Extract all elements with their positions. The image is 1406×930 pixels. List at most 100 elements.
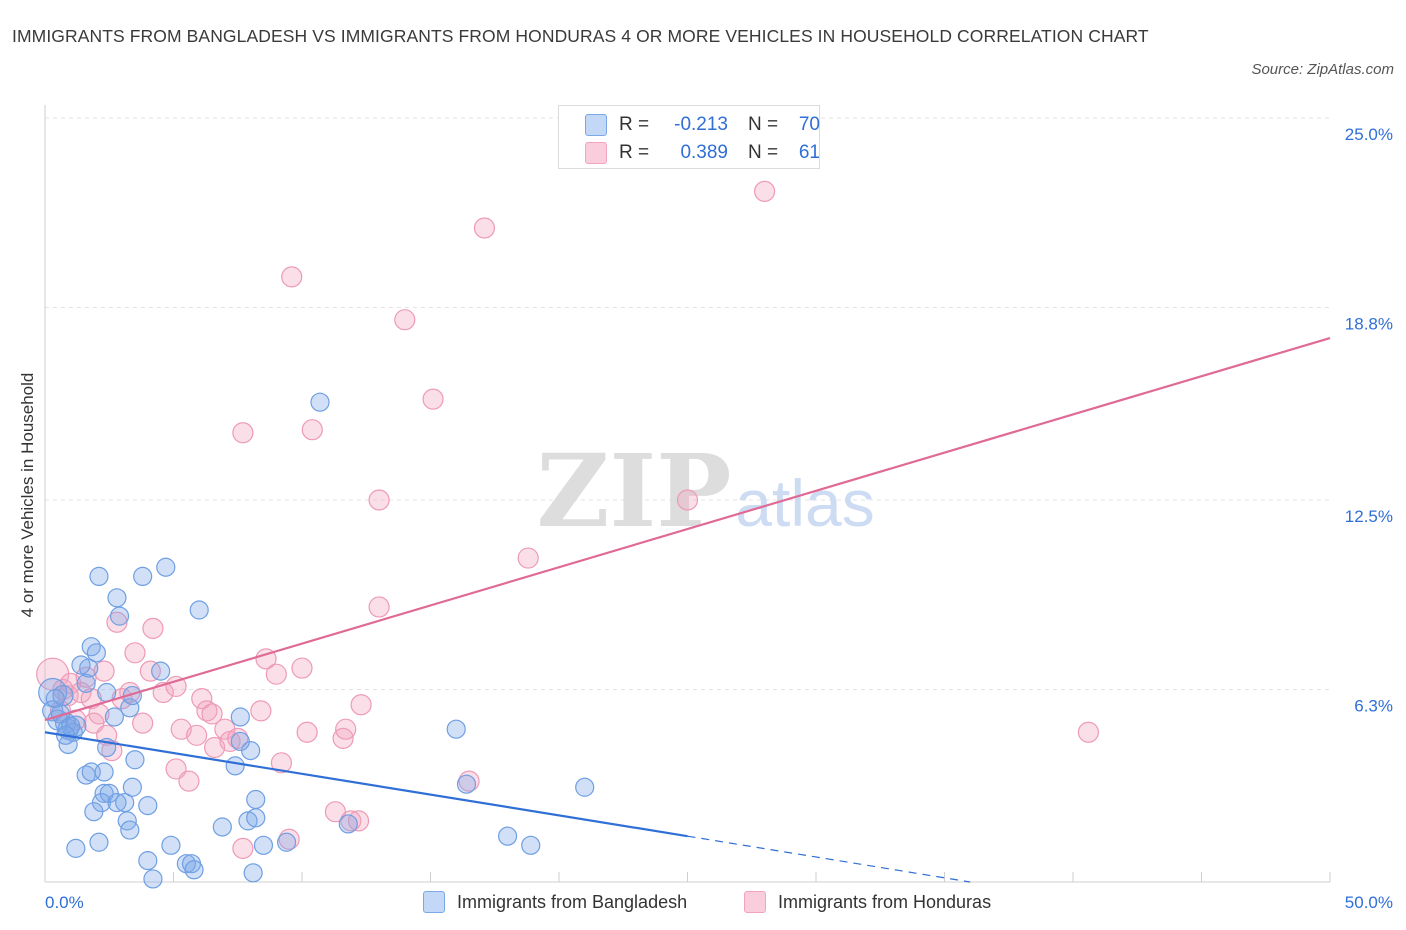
trend-line-bangladesh-extension xyxy=(687,835,971,883)
bottom-legend-swatch-honduras xyxy=(744,891,766,913)
bangladesh-point xyxy=(84,802,104,822)
bangladesh-point xyxy=(253,835,274,855)
bangladesh-point xyxy=(138,851,158,871)
series-bangladesh-points xyxy=(38,392,595,889)
honduras-point xyxy=(232,837,254,859)
grid-lines xyxy=(45,117,1330,690)
honduras-point xyxy=(291,657,313,679)
honduras-point xyxy=(152,681,174,704)
bottom-legend-bangladesh: Immigrants from Bangladesh xyxy=(423,890,687,914)
honduras-point xyxy=(124,642,146,664)
honduras-point xyxy=(227,727,249,749)
x-tick-label-max: 50.0% xyxy=(1345,893,1393,912)
watermark: ZIP atlas xyxy=(537,432,875,550)
bangladesh-point xyxy=(184,860,204,880)
honduras-point xyxy=(473,217,496,239)
bangladesh-point xyxy=(498,826,518,846)
bangladesh-point xyxy=(246,789,266,810)
honduras-point xyxy=(394,309,416,331)
bangladesh-point xyxy=(120,698,140,718)
bangladesh-point xyxy=(230,731,250,752)
honduras-point xyxy=(201,703,223,725)
y-tick-label: 25.0% xyxy=(1345,125,1393,144)
bottom-legend-label-honduras: Immigrants from Honduras xyxy=(778,891,992,912)
honduras-point xyxy=(458,770,480,792)
honduras-point xyxy=(1077,721,1100,743)
watermark-atlas: atlas xyxy=(735,466,874,540)
bangladesh-point xyxy=(243,863,263,883)
legend-n-value-honduras: 61 xyxy=(798,142,820,163)
honduras-point xyxy=(186,724,208,746)
bangladesh-point xyxy=(109,606,130,626)
honduras-point xyxy=(296,721,318,743)
legend-r-label: R = xyxy=(619,114,650,135)
y-tick-label: 6.3% xyxy=(1354,696,1393,715)
bangladesh-point xyxy=(107,792,127,813)
bangladesh-point xyxy=(246,808,266,828)
honduras-point xyxy=(301,419,323,441)
bangladesh-point xyxy=(310,392,330,412)
tick-labels: 6.3% 12.5% 18.8% 25.0% 0.0% 50.0% xyxy=(45,125,1393,912)
bangladesh-point xyxy=(61,716,81,736)
legend-row-honduras: R = 0.389 N = 61 xyxy=(585,141,820,165)
honduras-point xyxy=(93,660,115,682)
bangladesh-point xyxy=(122,777,142,797)
honduras-point xyxy=(347,810,370,832)
honduras-point xyxy=(368,596,390,618)
bangladesh-point xyxy=(66,838,86,858)
bangladesh-point xyxy=(575,777,595,797)
bangladesh-point xyxy=(86,643,107,663)
honduras-point xyxy=(281,266,303,288)
bangladesh-point xyxy=(212,817,232,837)
honduras-point xyxy=(178,770,200,792)
legend-r-value-honduras: 0.389 xyxy=(680,142,728,163)
watermark-zip: ZIP xyxy=(537,432,732,550)
honduras-point xyxy=(139,660,161,682)
honduras-point xyxy=(340,810,362,832)
bangladesh-point xyxy=(456,774,477,794)
bangladesh-point xyxy=(151,661,171,681)
bottom-legend-honduras: Immigrants from Honduras xyxy=(744,890,991,914)
trend-line-bangladesh xyxy=(44,731,688,838)
bangladesh-point xyxy=(79,658,99,678)
bangladesh-point xyxy=(276,832,297,852)
honduras-point xyxy=(422,388,444,410)
legend-r-value-bangladesh: -0.213 xyxy=(674,114,728,135)
bangladesh-point xyxy=(156,557,176,577)
honduras-point xyxy=(132,712,154,734)
honduras-point xyxy=(265,663,287,685)
honduras-point xyxy=(278,828,300,850)
bottom-legend-swatch-bangladesh xyxy=(423,891,445,913)
honduras-point xyxy=(250,700,272,722)
bangladesh-point xyxy=(76,673,96,693)
y-tick-label: 12.5% xyxy=(1345,507,1393,526)
honduras-point xyxy=(232,422,254,444)
legend-row-bangladesh: R = -0.213 N = 70 xyxy=(585,113,820,137)
bangladesh-point xyxy=(230,707,250,727)
honduras-point xyxy=(350,694,372,716)
honduras-point xyxy=(335,718,357,740)
bangladesh-point xyxy=(176,854,196,874)
honduras-point xyxy=(80,688,102,710)
bottom-legend-label-bangladesh: Immigrants from Bangladesh xyxy=(457,891,688,912)
legend-r-label: R = xyxy=(619,142,650,163)
bangladesh-point xyxy=(120,820,140,840)
bangladesh-point xyxy=(89,566,109,587)
bangladesh-point xyxy=(143,869,163,889)
bangladesh-point xyxy=(71,655,91,675)
legend-swatch-bangladesh xyxy=(585,114,607,136)
bangladesh-point xyxy=(138,795,158,816)
bangladesh-point xyxy=(446,719,466,739)
bangladesh-point xyxy=(94,762,114,782)
honduras-point xyxy=(753,180,776,202)
honduras-point xyxy=(368,489,390,511)
bangladesh-point xyxy=(104,707,124,727)
bangladesh-point xyxy=(189,600,209,620)
honduras-point xyxy=(676,489,699,511)
honduras-point xyxy=(142,617,164,639)
legend-n-label: N = xyxy=(748,142,779,163)
bangladesh-point xyxy=(115,792,135,813)
series-honduras-points xyxy=(36,180,1100,859)
bangladesh-point xyxy=(81,637,101,657)
